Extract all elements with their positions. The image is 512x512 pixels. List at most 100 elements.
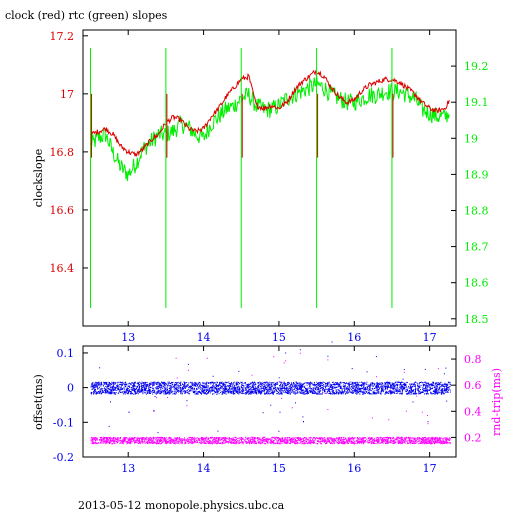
roundtrip-point [346,442,348,444]
roundtrip-point [141,439,142,441]
roundtrip-point [253,442,255,444]
roundtrip-point [139,442,141,444]
offset-point [247,393,249,395]
roundtrip-point [352,437,354,439]
roundtrip-point [255,441,257,442]
offset-point [440,390,442,392]
right-y-tick-label: 18.6 [464,277,489,290]
offset-point [361,391,363,393]
offset-point [440,393,442,395]
offset-point [122,382,124,384]
offset-point [399,392,401,394]
roundtrip-point [231,441,233,443]
roundtrip-point [223,441,225,443]
roundtrip-point [358,441,360,443]
offset-point [200,388,202,390]
offset-point [242,389,244,391]
roundtrip-point [297,437,299,438]
offset-point [401,385,403,387]
offset-point [386,390,388,392]
roundtrip-point [409,436,411,438]
roundtrip-point [413,443,415,444]
offset-point [299,388,301,390]
roundtrip-point [209,440,211,442]
roundtrip-point [257,440,259,442]
roundtrip-point [103,437,105,438]
offset-point [184,390,186,392]
offset-point [146,385,148,387]
offset-point [169,390,171,391]
offset-point [263,383,264,385]
offset-point [215,391,217,393]
roundtrip-point [369,441,371,443]
roundtrip-point [164,437,166,438]
offset-point [354,381,356,383]
offset-point [349,383,351,385]
offset-point [435,387,437,389]
offset-point [114,381,116,383]
roundtrip-point [424,439,426,441]
roundtrip-point [260,443,261,445]
roundtrip-point [131,441,133,443]
roundtrip-point [438,437,440,439]
roundtrip-point [188,436,190,438]
roundtrip-point [287,442,288,444]
roundtrip-point [410,442,411,444]
offset-point [425,393,427,395]
roundtrip-point [424,443,425,445]
offset-point [367,388,369,390]
roundtrip-point [210,441,212,443]
roundtrip-point [202,437,204,439]
offset-point [403,387,405,389]
roundtrip-point [414,440,416,442]
roundtrip-point [240,441,242,443]
offset-point [270,387,272,389]
offset-point [257,387,259,388]
roundtrip-point [154,437,156,439]
roundtrip-point [393,440,395,442]
roundtrip-point [93,441,95,443]
roundtrip-point [196,439,198,441]
offset-point [180,383,181,385]
offset-point [374,391,375,393]
offset-point [107,393,109,395]
offset-point [340,393,342,395]
offset-point [381,390,383,392]
roundtrip-point [227,437,229,439]
roundtrip-point [437,440,439,442]
roundtrip-point [420,442,422,444]
offset-point [379,384,381,386]
roundtrip-point [404,440,406,441]
offset-point [290,391,292,393]
roundtrip-point [116,442,118,444]
roundtrip-point [204,438,206,440]
roundtrip-point [294,437,296,439]
roundtrip-point [292,442,294,444]
offset-point [390,384,392,386]
roundtrip-point [285,443,287,445]
offset-point [201,389,203,391]
roundtrip-point [154,442,156,444]
roundtrip-point [440,443,442,445]
roundtrip-point [424,439,426,441]
offset-point [367,393,369,394]
roundtrip-point [238,443,240,445]
offset-point [179,391,181,393]
roundtrip-point [106,439,108,441]
roundtrip-point [289,437,291,439]
roundtrip-point [308,438,310,440]
offset-point [392,392,394,394]
roundtrip-point [160,438,161,440]
offset-point [164,382,166,384]
offset-point [195,385,196,386]
roundtrip-point [238,442,240,444]
offset-point [422,385,424,387]
roundtrip-point [396,436,398,438]
offset-point [284,383,286,385]
offset-point [230,385,232,387]
roundtrip-point [439,442,441,444]
roundtrip-point [187,440,189,442]
roundtrip-point [168,440,170,442]
roundtrip-point [201,439,203,441]
roundtrip-point [425,441,427,442]
